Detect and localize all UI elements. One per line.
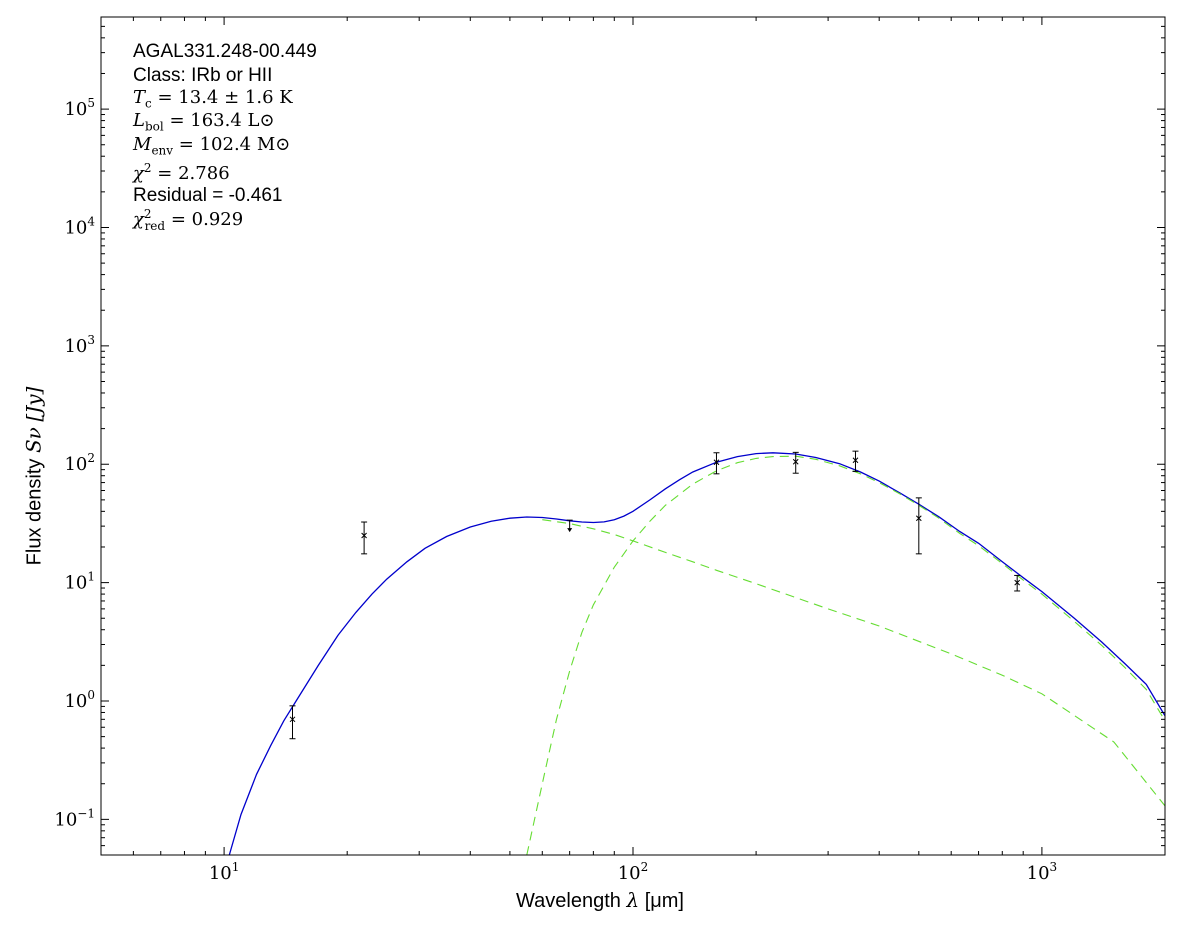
y-tick-label: 10−1	[54, 806, 95, 830]
temperature-unit: K	[279, 87, 293, 108]
x-axis-label: Wavelength λ [μm]	[516, 888, 684, 912]
plot-frame	[100, 16, 1166, 856]
source-class: Class: IRb or HII	[133, 65, 273, 86]
y-axis-label: Flux density Sν [Jy]	[21, 386, 46, 566]
source-name: AGAL331.248-00.449	[133, 41, 317, 62]
model-curves	[228, 452, 1165, 855]
luminosity-label: Lbol = 163.4 L⊙	[133, 110, 275, 134]
total-fit-curve	[228, 452, 1165, 855]
data-point-6	[915, 497, 922, 555]
mass-unit: M⊙	[256, 134, 291, 155]
data-marker	[852, 457, 859, 464]
chi2-value: 2.786	[178, 163, 230, 184]
tick-labels: 101 102 103 10−1 100 101 102 103 104 105	[54, 96, 1057, 884]
chi2-red-label: χ2red = 0.929	[133, 207, 244, 233]
y-tick-label: 101	[64, 570, 95, 594]
upper-limit-arrow	[567, 528, 573, 533]
y-tick-label: 103	[64, 333, 95, 357]
data-point-4	[792, 451, 799, 474]
x-tick-label: 102	[618, 860, 649, 884]
mass-label: Menv = 102.4 M⊙	[133, 134, 291, 158]
luminosity-value: 163.4	[190, 110, 242, 131]
data-point-5	[852, 450, 859, 472]
y-tick-label: 105	[64, 96, 95, 120]
y-tick-label: 100	[64, 688, 95, 712]
y-tick-label: 104	[64, 214, 95, 238]
x-tick-label: 103	[1027, 860, 1058, 884]
data-point-7	[1014, 574, 1021, 592]
data-marker	[289, 716, 296, 723]
data-marker	[915, 515, 922, 522]
component-curve-1	[542, 519, 1165, 807]
data-marker	[361, 532, 367, 539]
component-curve-2	[526, 455, 1165, 855]
data-marker	[1014, 579, 1021, 586]
temperature-label: Tc = 13.4 ± 1.6 K	[133, 87, 293, 111]
photometry-points	[289, 450, 1021, 740]
data-point-3	[713, 452, 720, 475]
data-marker	[713, 459, 720, 466]
chi2-red-value: 0.929	[191, 209, 244, 230]
luminosity-unit: L⊙	[247, 110, 275, 131]
data-point-1	[361, 521, 368, 555]
data-point-0	[289, 705, 296, 740]
residual-label: Residual = -0.461	[133, 185, 283, 206]
data-marker	[792, 458, 799, 465]
x-tick-label: 101	[209, 860, 240, 884]
y-tick-label: 102	[64, 451, 95, 475]
mass-value: 102.4	[199, 134, 252, 155]
temperature-value: 13.4 ± 1.6	[178, 87, 274, 108]
data-point-2	[566, 519, 573, 533]
chi2-label: χ2 = 2.786	[133, 161, 230, 184]
